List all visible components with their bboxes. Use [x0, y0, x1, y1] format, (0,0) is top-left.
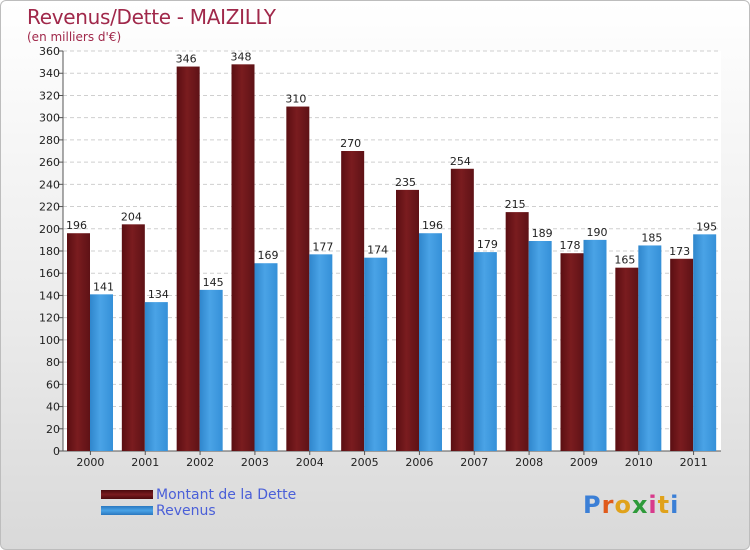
bar-dette [121, 224, 145, 451]
data-label: 134 [148, 288, 169, 301]
proxiti-logo: Proxiti [583, 491, 679, 519]
x-tick-label: 2003 [241, 456, 269, 469]
data-label: 185 [641, 231, 662, 244]
bar-revenus [90, 294, 113, 451]
bar-revenus [364, 257, 388, 451]
data-label: 190 [587, 226, 608, 239]
x-tick-label: 2007 [460, 456, 488, 469]
y-tick-label: 60 [46, 378, 60, 391]
y-tick-label: 40 [46, 401, 60, 414]
x-tick-label: 2001 [131, 456, 159, 469]
y-tick-label: 100 [39, 334, 60, 347]
y-tick-label: 160 [39, 267, 60, 280]
y-tick-label: 240 [39, 178, 60, 191]
bar-dette [450, 168, 474, 451]
data-label: 141 [93, 280, 114, 293]
bar-revenus [419, 233, 442, 451]
x-tick-label: 2004 [296, 456, 324, 469]
bar-dette [341, 151, 365, 451]
x-tick-label: 2000 [76, 456, 104, 469]
y-tick-label: 320 [39, 89, 60, 102]
y-tick-label: 360 [39, 45, 60, 58]
data-label: 169 [258, 249, 279, 262]
data-label: 177 [312, 240, 333, 253]
logo-letter: x [631, 491, 649, 519]
data-label: 196 [422, 219, 443, 232]
logo-letter: i [670, 491, 680, 519]
logo-letter: t [657, 491, 671, 519]
legend-swatch-revenus [101, 506, 153, 515]
data-label: 204 [121, 210, 142, 223]
logo-letter: i [648, 491, 658, 519]
bar-revenus [583, 239, 607, 451]
x-tick-label: 2011 [680, 456, 708, 469]
legend-label-revenus: Revenus [156, 503, 216, 519]
bar-dette [286, 106, 310, 452]
chart-title: Revenus/Dette - MAIZILLY [27, 5, 276, 29]
chart-subtitle: (en milliers d'€) [27, 30, 122, 44]
bar-revenus [528, 241, 552, 451]
y-tick-label: 280 [39, 134, 60, 147]
legend-swatch-dette [101, 490, 153, 499]
bar-revenus [144, 302, 168, 451]
x-tick-label: 2006 [405, 456, 433, 469]
y-tick-label: 180 [39, 245, 60, 258]
bar-revenus [199, 289, 223, 451]
bar-revenus [693, 234, 717, 451]
bar-dette [67, 233, 90, 451]
data-label: 173 [669, 245, 690, 258]
y-tick-label: 20 [46, 423, 60, 436]
data-label: 174 [367, 244, 388, 257]
x-tick-label: 2010 [625, 456, 653, 469]
bar-dette [615, 267, 639, 451]
x-tick-label: 2008 [515, 456, 543, 469]
data-label: 270 [340, 137, 361, 150]
data-label: 348 [231, 50, 252, 63]
bar-dette [670, 258, 694, 451]
logo-letter: o [614, 491, 632, 519]
legend-label-dette: Montant de la Dette [156, 487, 297, 503]
bar-revenus [638, 245, 662, 451]
y-tick-label: 80 [46, 356, 60, 369]
data-label: 179 [477, 238, 498, 251]
bar-dette [505, 212, 529, 451]
data-label: 189 [532, 227, 553, 240]
data-label: 195 [696, 220, 717, 233]
bar-revenus [254, 263, 278, 451]
y-tick-label: 220 [39, 201, 60, 214]
y-tick-label: 340 [39, 67, 60, 80]
data-label: 165 [614, 254, 635, 267]
logo-letter: r [601, 491, 615, 519]
x-tick-label: 2005 [351, 456, 379, 469]
data-label: 254 [450, 155, 471, 168]
y-tick-label: 140 [39, 289, 60, 302]
bar-dette [176, 66, 200, 452]
data-label: 346 [176, 53, 197, 66]
data-label: 235 [395, 176, 416, 189]
bar-dette [231, 64, 255, 452]
data-label: 215 [505, 198, 526, 211]
data-label: 310 [285, 93, 306, 106]
bar-dette [560, 253, 584, 451]
y-tick-label: 300 [39, 112, 60, 125]
bar-dette [396, 189, 419, 451]
x-tick-label: 2009 [570, 456, 598, 469]
bar-revenus [309, 254, 333, 451]
bar-revenus [473, 252, 497, 451]
y-tick-label: 0 [53, 445, 60, 458]
x-tick-label: 2002 [186, 456, 214, 469]
y-tick-label: 260 [39, 156, 60, 169]
y-tick-label: 120 [39, 312, 60, 325]
logo-letter: P [583, 491, 602, 519]
data-label: 196 [66, 219, 87, 232]
data-label: 145 [203, 276, 224, 289]
y-tick-label: 200 [39, 223, 60, 236]
data-label: 178 [560, 239, 581, 252]
